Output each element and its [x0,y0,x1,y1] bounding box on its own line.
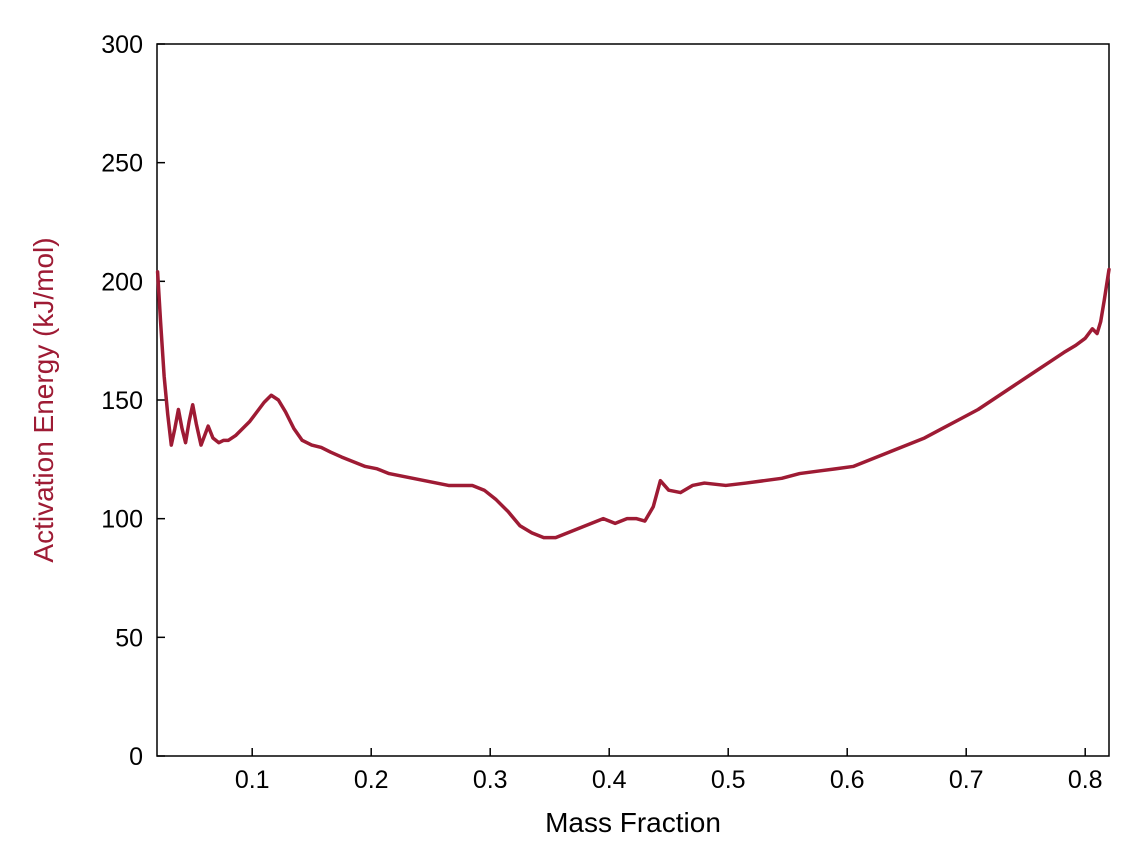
chart-container: 0 50 100 150 200 250 300 0.1 0.2 0.3 0.4 0.5 0.6 0.7 0… [0,0,1134,867]
x-tick-label: 0.8 [1068,766,1103,794]
y-axis-label: Activation Energy (kJ/mol) [28,237,59,562]
y-tick-label: 50 [115,624,143,652]
y-tick-label: 0 [129,743,143,771]
y-tick-label: 200 [101,268,143,296]
x-tick-label: 0.7 [949,766,984,794]
y-tick-label: 250 [101,150,143,178]
y-tick-label: 100 [101,506,143,534]
x-tick-label: 0.4 [592,766,627,794]
y-tick-label: 300 [101,31,143,59]
x-tick-label: 0.6 [830,766,865,794]
x-tick-label: 0.5 [711,766,746,794]
x-axis-label: Mass Fraction [545,807,721,838]
x-tick-label: 0.1 [235,766,270,794]
x-tick-label: 0.3 [473,766,508,794]
y-tick-label: 150 [101,387,143,415]
line-chart: 0 50 100 150 200 250 300 0.1 0.2 0.3 0.4 0.5 0.6 0.7 0… [0,0,1134,867]
plot-area [157,44,1109,756]
x-tick-label: 0.2 [354,766,389,794]
